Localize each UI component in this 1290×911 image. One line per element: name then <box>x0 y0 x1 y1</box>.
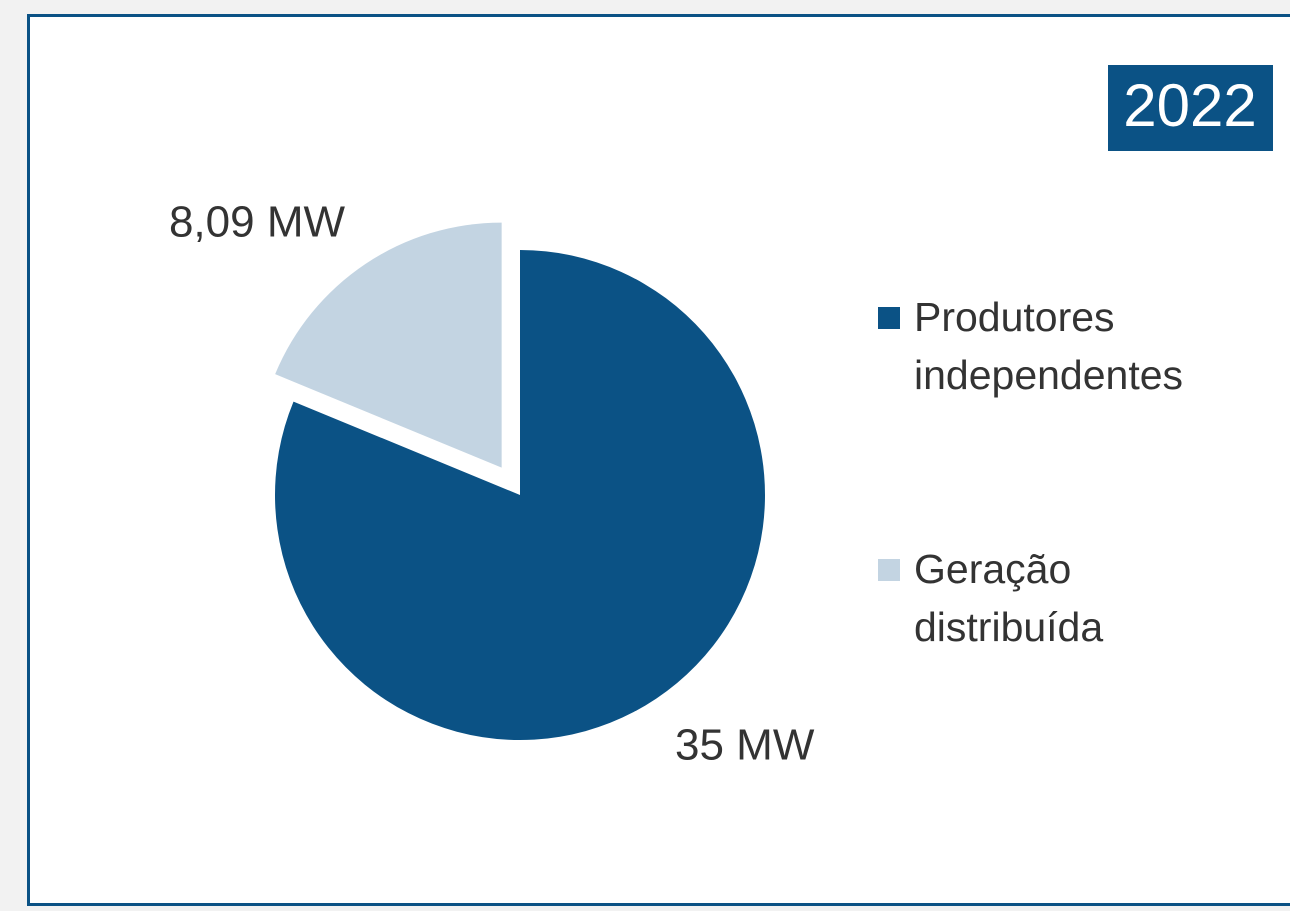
data-label: 35 MW <box>675 721 815 770</box>
pie-slice <box>275 222 502 468</box>
legend-label: Geração distribuída <box>914 546 1104 650</box>
pie-slice <box>275 250 765 741</box>
legend-label: Produtores independentes <box>914 294 1184 398</box>
legend-item: Produtores independentes <box>878 288 1258 404</box>
legend-swatch <box>878 559 900 581</box>
title-badge <box>1108 65 1273 151</box>
legend-swatch <box>878 307 900 329</box>
chart-title: 2022 <box>1123 72 1256 139</box>
data-label: 8,09 MW <box>169 198 346 247</box>
legend-item: Geração distribuída <box>878 540 1258 656</box>
